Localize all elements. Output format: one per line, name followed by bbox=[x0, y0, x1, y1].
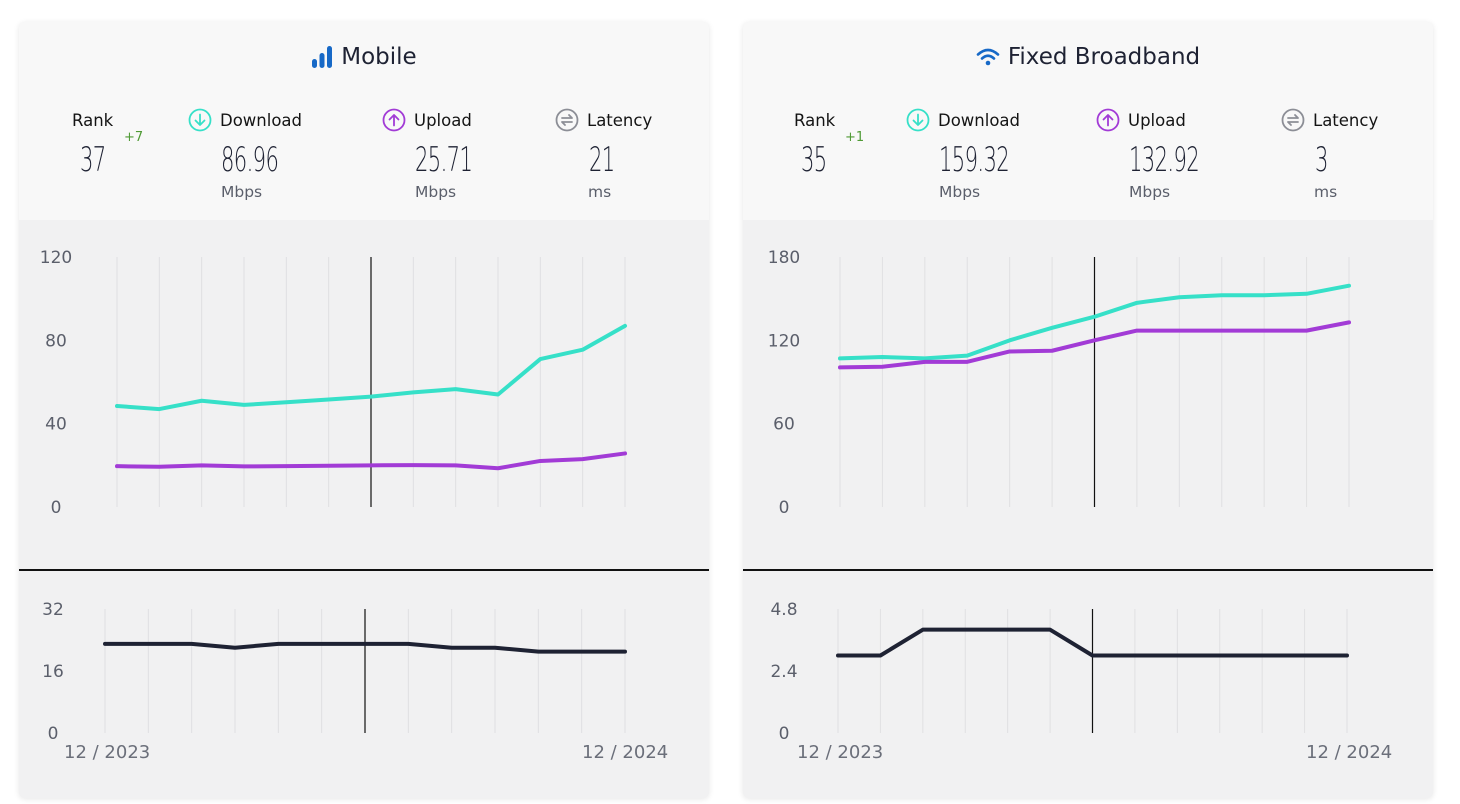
download-label-text: Download bbox=[220, 110, 303, 130]
fixed-date-start: 12 / 2023 bbox=[797, 742, 884, 763]
upload-icon bbox=[1096, 108, 1120, 132]
fixed-rank-label: Rank bbox=[794, 110, 836, 130]
upload-label-text: Upload bbox=[414, 110, 472, 130]
y-tick-label: 32 bbox=[42, 600, 64, 620]
mobile-rank-label: Rank bbox=[72, 110, 114, 130]
y-tick-label: 180 bbox=[768, 248, 800, 268]
fixed-card-title: Fixed Broadband bbox=[743, 40, 1433, 74]
mobile-upload-label: Upload bbox=[382, 107, 472, 133]
y-tick-label: 2.4 bbox=[770, 662, 797, 682]
fixed-date-end: 12 / 2024 bbox=[1306, 742, 1393, 763]
fixed-latency-label: Latency bbox=[1281, 107, 1378, 133]
mobile-date-end: 12 / 2024 bbox=[582, 742, 669, 763]
fixed-download-label: Download bbox=[906, 107, 1020, 133]
fixed-broadband-card: Fixed Broadband Rank 35 +1 Download 159.… bbox=[743, 22, 1433, 798]
mobile-latency-unit: ms bbox=[588, 183, 612, 201]
y-tick-label: 120 bbox=[40, 248, 72, 268]
download-icon bbox=[188, 108, 212, 132]
mobile-date-start: 12 / 2023 bbox=[64, 742, 151, 763]
fixed-rank-change: +1 bbox=[845, 130, 865, 145]
mobile-latency-chart: 32 16 0 bbox=[42, 600, 627, 744]
y-tick-label: 60 bbox=[773, 415, 795, 435]
download-label-text: Download bbox=[938, 110, 1021, 130]
mobile-upload-value: 25.71 bbox=[415, 140, 473, 180]
download-series-line bbox=[838, 283, 1351, 361]
y-tick-label: 40 bbox=[45, 415, 67, 435]
wifi-icon bbox=[976, 48, 1000, 66]
mobile-speed-chart: 120 80 40 0 bbox=[40, 248, 627, 518]
upload-series-line bbox=[838, 320, 1351, 370]
mobile-download-label: Download bbox=[188, 107, 302, 133]
fixed-latency-unit: ms bbox=[1314, 183, 1338, 201]
mobile-card-header bbox=[19, 22, 709, 220]
download-icon bbox=[906, 108, 930, 132]
upload-series-line bbox=[115, 451, 627, 471]
mobile-upload-unit: Mbps bbox=[415, 183, 457, 201]
mobile-card-title: Mobile bbox=[19, 40, 709, 74]
y-tick-label: 120 bbox=[768, 331, 800, 351]
fixed-card-header bbox=[743, 22, 1433, 220]
download-series-line bbox=[115, 323, 627, 412]
mobile-latency-label: Latency bbox=[555, 107, 652, 133]
fixed-upload-value: 132.92 bbox=[1129, 140, 1200, 180]
latency-icon bbox=[555, 108, 579, 132]
mobile-card: Mobile Rank 37 +7 Download 86.96 Mbps Up… bbox=[19, 22, 709, 798]
mobile-rank-value: 37 bbox=[80, 140, 106, 180]
fixed-upload-label: Upload bbox=[1096, 107, 1186, 133]
latency-icon bbox=[1281, 108, 1305, 132]
fixed-title-text: Fixed Broadband bbox=[1007, 44, 1201, 70]
upload-label-text: Upload bbox=[1128, 110, 1186, 130]
latency-series-line bbox=[836, 627, 1349, 658]
fixed-speed-chart: 180 120 60 0 bbox=[768, 248, 1351, 518]
y-tick-label: 0 bbox=[779, 724, 790, 744]
mobile-title-text: Mobile bbox=[341, 44, 417, 70]
y-tick-label: 0 bbox=[779, 498, 790, 518]
mobile-rank-change: +7 bbox=[124, 130, 144, 145]
mobile-latency-value: 21 bbox=[589, 140, 615, 180]
y-tick-label: 0 bbox=[48, 724, 59, 744]
latency-label-text: Latency bbox=[587, 110, 653, 130]
upload-icon bbox=[382, 108, 406, 132]
fixed-upload-unit: Mbps bbox=[1129, 183, 1171, 201]
latency-series-line bbox=[103, 641, 627, 654]
latency-label-text: Latency bbox=[1313, 110, 1379, 130]
chart-divider bbox=[743, 569, 1433, 571]
fixed-latency-chart: 4.8 2.4 0 bbox=[770, 600, 1349, 744]
y-tick-label: 4.8 bbox=[770, 600, 797, 620]
fixed-download-value: 159.32 bbox=[939, 140, 1010, 180]
y-tick-label: 16 bbox=[42, 662, 64, 682]
mobile-download-unit: Mbps bbox=[221, 183, 263, 201]
chart-divider bbox=[19, 569, 709, 571]
signal-bars-icon bbox=[312, 46, 333, 68]
y-tick-label: 80 bbox=[45, 331, 67, 351]
fixed-latency-value: 3 bbox=[1315, 140, 1328, 180]
fixed-rank-value: 35 bbox=[801, 140, 827, 180]
y-tick-label: 0 bbox=[51, 498, 62, 518]
mobile-download-value: 86.96 bbox=[221, 140, 279, 180]
fixed-download-unit: Mbps bbox=[939, 183, 981, 201]
